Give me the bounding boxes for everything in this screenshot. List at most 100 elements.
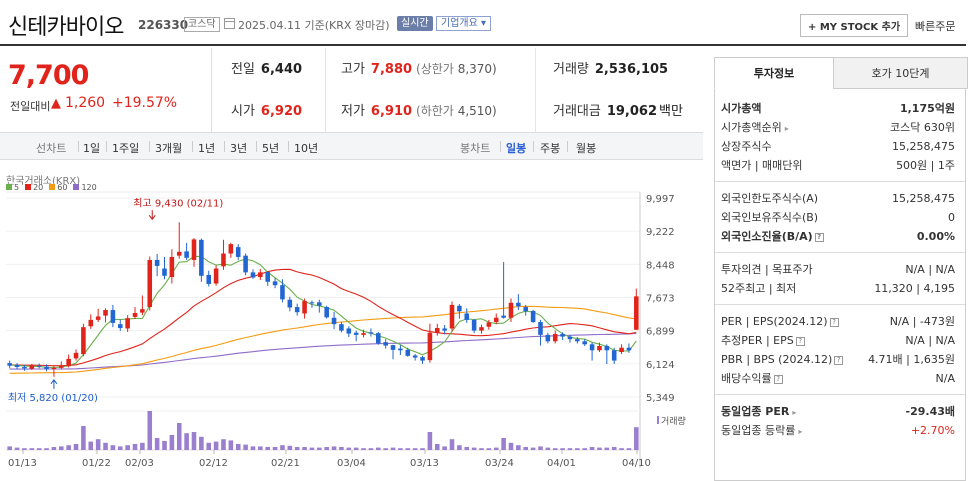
volume-bar (516, 445, 521, 450)
info-row: 동일업종 PER ▸ -29.43배 (721, 404, 955, 419)
caret-right-icon[interactable]: ▸ (784, 124, 789, 133)
candle (191, 239, 197, 260)
tab-investment-info[interactable]: 투자정보 (714, 57, 834, 89)
help-icon[interactable]: ? (834, 355, 844, 365)
stat-unit: 백만 (659, 104, 683, 119)
volume-bar (294, 447, 300, 450)
price-chart[interactable]: 한국거래소(KRX) 5 20 60 120 9,997 9,222 8,448 7,673… (0, 168, 703, 481)
info-label: PER | EPS(2024.12)? (721, 314, 839, 329)
volume-bar (442, 446, 447, 450)
min-arrow-icon (50, 379, 58, 389)
help-icon[interactable]: ? (829, 317, 839, 327)
candle (390, 345, 396, 350)
period-1y[interactable]: 1년 (198, 142, 216, 155)
x-tick-label: 04/01 (547, 458, 576, 469)
period-3m[interactable]: 3개월 (155, 142, 183, 155)
volume-bar (250, 446, 256, 450)
y-tick-label: 8,448 (646, 260, 675, 271)
help-icon[interactable]: ? (773, 374, 783, 384)
volume-bar (390, 447, 396, 450)
help-icon[interactable]: ? (814, 232, 824, 242)
volume-bar (243, 444, 248, 450)
stat-volume: 거래량 2,536,105 (553, 58, 668, 77)
info-label: 추정PER | EPS? (721, 333, 805, 348)
candle (147, 259, 153, 308)
candle (611, 350, 617, 361)
candle (206, 274, 212, 284)
volume-bar (169, 435, 175, 450)
caret-right-icon[interactable]: ▸ (792, 408, 797, 417)
info-value: 15,258,475 (892, 192, 955, 205)
volume-bar (346, 447, 352, 450)
caret-right-icon[interactable]: ▸ (798, 427, 803, 436)
ma-legend: 5 20 60 120 (6, 183, 103, 192)
volume-bar (302, 447, 307, 450)
info-label: 시가총액 (721, 102, 762, 115)
period-3y[interactable]: 3년 (230, 142, 248, 155)
candle (427, 332, 433, 361)
info-label: 외국인보유주식수(B) (721, 211, 819, 224)
x-tick-label: 02/03 (125, 458, 154, 469)
period-daily[interactable]: 일봉 (506, 142, 527, 155)
period-10y[interactable]: 10년 (294, 142, 319, 155)
candle (317, 302, 322, 306)
candle (486, 322, 492, 327)
period-1d[interactable]: 1일 (83, 142, 101, 155)
candle (280, 285, 285, 300)
quick-order-link[interactable]: 빠른주문 (915, 20, 956, 33)
info-value: 11,320 | 4,195 (874, 282, 955, 295)
period-monthly[interactable]: 월봉 (576, 142, 597, 155)
info-row: PER | EPS(2024.12)? N/A | -473원 (721, 314, 955, 329)
chart-source: 한국거래소(KRX) (6, 176, 81, 187)
period-5y[interactable]: 5년 (262, 142, 280, 155)
info-row: 동일업종 등락률 ▸ +2.70% (721, 423, 955, 438)
volume-bar (258, 446, 263, 450)
volume-bar (184, 433, 189, 450)
volume-bar (464, 447, 470, 450)
period-1w[interactable]: 1주일 (112, 142, 140, 155)
volume-bar (317, 447, 322, 450)
change-label: 전일대비 (10, 100, 51, 113)
volume-bar (88, 441, 94, 450)
candle-chart-button[interactable]: 봉차트 (460, 142, 491, 155)
candle (59, 366, 64, 368)
add-my-stock-button[interactable]: + MY STOCK 추가 (800, 14, 909, 37)
period-weekly[interactable]: 주봉 (540, 142, 561, 155)
candle (604, 346, 610, 351)
candle (125, 318, 130, 329)
stat-prev: 전일 6,440 (231, 58, 302, 77)
x-tick-label: 03/24 (485, 458, 514, 469)
volume-bar (331, 446, 337, 450)
volume-bar (206, 442, 212, 450)
y-tick-label: 6,124 (646, 360, 675, 371)
volume-bar (501, 438, 506, 450)
help-icon[interactable]: ? (795, 336, 805, 346)
candle (51, 367, 57, 370)
divider (715, 252, 965, 253)
info-value: 0 (948, 211, 955, 224)
line-chart-button[interactable]: 선차트 (36, 142, 67, 155)
info-value: 15,258,475 (892, 140, 955, 153)
realtime-button[interactable]: 실시간 (397, 16, 433, 31)
x-tick-label: 01/13 (8, 458, 37, 469)
candle (383, 342, 388, 346)
volume-bar (199, 436, 204, 450)
info-label: 동일업종 PER ▸ (721, 405, 797, 418)
volume-bar (589, 447, 595, 450)
candle (589, 344, 595, 351)
candle (412, 355, 418, 358)
candle (538, 322, 543, 335)
candle (324, 307, 329, 318)
candle (420, 357, 425, 361)
volume-bar (272, 447, 278, 450)
stat-value: 6,910 (370, 104, 413, 119)
stat-value: 7,880 (370, 62, 413, 77)
info-row: 액면가 | 매매단위 500원 | 1주 (721, 158, 955, 173)
tab-order-book[interactable]: 호가 10단계 (833, 57, 968, 89)
company-overview-button[interactable]: 기업개요 ▾ (436, 16, 491, 31)
candle (29, 365, 35, 369)
stat-label: 거래대금 (553, 104, 601, 119)
candle (44, 366, 49, 370)
divider (715, 181, 965, 182)
volume-bar (154, 438, 160, 450)
